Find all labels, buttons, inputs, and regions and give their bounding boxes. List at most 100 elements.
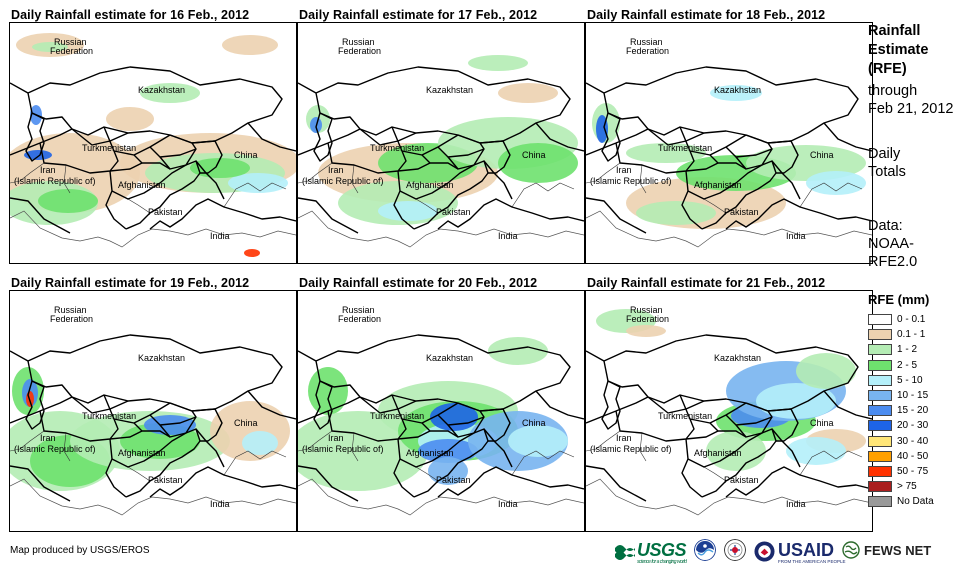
country-label: Russian [630,305,663,315]
country-border [586,142,703,234]
legend: 0 - 0.1 0.1 - 1 1 - 2 2 - 5 5 - 10 10 - 15 15 … [868,312,934,509]
panel-title: Daily Rainfall estimate for 19 Feb., 201… [11,276,250,290]
country-label: Pakistan [148,207,183,217]
legend-item: No Data [868,494,934,509]
rainfall-area [636,201,716,225]
country-label: India [498,231,518,241]
country-label: (Islamic Republic of) [14,444,96,454]
data-label: Data: [868,218,903,234]
rainfall-area [468,55,528,71]
legend-item: 20 - 30 [868,418,934,433]
country-label: Iran [328,433,344,443]
country-label: India [210,231,230,241]
country-label: Kazakhstan [138,353,185,363]
country-border [63,432,71,462]
country-border [169,134,223,174]
country-border [685,162,763,200]
legend-swatch [868,359,892,371]
usaid-seal-icon [754,540,775,562]
legend-label: 50 - 75 [897,465,929,477]
country-border [10,410,127,502]
globe-icon [842,541,860,559]
legend-label: 2 - 5 [897,359,918,371]
country-label: Turkmenistan [370,411,424,421]
country-border [647,396,705,414]
country-label: Afghanistan [118,180,166,190]
rainfall-area [32,42,68,52]
country-border [586,162,621,184]
country-border [247,390,296,420]
coastline [10,478,296,516]
country-label: Kazakhstan [138,85,185,95]
rainfall-area [106,107,154,131]
map-credit: Map produced by USGS/EROS [10,545,150,556]
rainfall-area [222,35,278,55]
country-border [415,198,439,214]
title-line: (RFE) [868,61,907,77]
usgs-logo: USGS science for a changing world [615,539,687,565]
rainfall-area [488,337,548,365]
nasa-seal-icon [724,539,747,561]
country-border [109,162,187,200]
sidebar-source-block: Data: NOAA- RFE2.0 [868,217,917,271]
map-panel-feb17: Daily Rainfall estimate for 17 Feb., 201… [297,8,587,270]
country-border [457,134,511,174]
usaid-tagline: FROM THE AMERICAN PEOPLE [778,558,846,564]
country-label: (Islamic Republic of) [590,444,672,454]
country-border [535,122,584,152]
country-label: China [810,150,834,160]
country-border [359,128,417,146]
sidebar-title: Rainfall Estimate (RFE) [868,22,928,79]
panel-title: Daily Rainfall estimate for 17 Feb., 201… [299,8,538,22]
source-line: RFE2.0 [868,254,918,270]
usgs-text: USGS [637,539,687,560]
country-border [169,402,223,442]
rainfall-area [626,143,706,163]
legend-item: 5 - 10 [868,373,934,388]
rainfall-area [796,353,856,389]
country-border [511,450,575,476]
country-border [799,450,863,476]
country-border [725,142,773,158]
rainfall-area [38,189,98,213]
legend-item: 10 - 15 [868,388,934,403]
country-border [413,428,489,498]
country-border [195,428,225,468]
coastline [298,478,584,516]
map-frame: Russian Federation Kazakhstan Turkmenistan I… [297,22,585,264]
country-border [133,416,197,438]
country-border [71,128,129,146]
country-label: (Islamic Republic of) [590,176,672,186]
usaid-logo: USAID FROM THE AMERICAN PEOPLE [754,540,845,564]
country-label: Kazakhstan [426,85,473,95]
rainfall-area [244,249,260,257]
country-label: Iran [616,433,632,443]
coastline [586,210,872,248]
sidebar-date-block: through Feb 21, 2012 [868,82,953,118]
panel-title: Daily Rainfall estimate for 16 Feb., 201… [11,8,250,22]
legend-label: 5 - 10 [897,374,923,386]
country-border [351,164,359,194]
country-border [298,410,415,502]
country-label: Russian [342,305,375,315]
country-border [511,182,575,208]
legend-label: 15 - 20 [897,405,929,417]
country-border [823,122,872,152]
country-border [421,416,485,438]
noaa-logo-icon [694,539,717,561]
map-panel-feb16: Daily Rainfall estimate for 16 Feb., 201… [9,8,299,270]
legend-swatch [868,314,892,326]
country-border [10,162,45,184]
country-border [298,82,317,94]
usgs-mark-icon [615,544,635,560]
country-border [149,410,197,426]
rainfall-area [228,173,288,193]
rainfall-area [498,143,578,183]
map-panel-feb21: Daily Rainfall estimate for 21 Feb., 201… [585,276,875,538]
country-border [10,350,29,362]
country-border [647,128,705,146]
legend-item: 0.1 - 1 [868,327,934,342]
